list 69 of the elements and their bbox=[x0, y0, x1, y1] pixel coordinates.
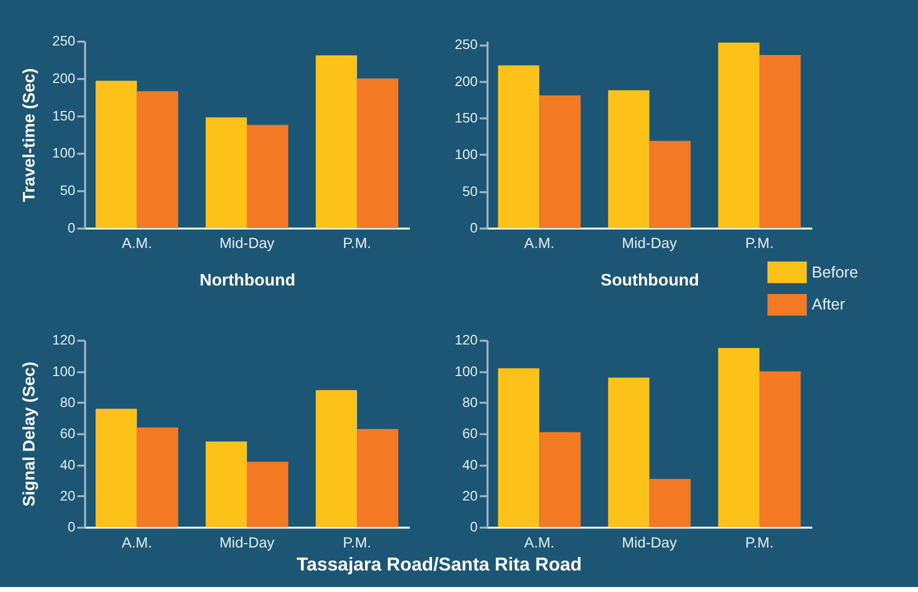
x-tick-label: P.M. bbox=[745, 236, 774, 252]
y-tick-label: 0 bbox=[68, 220, 76, 236]
x-tick-label: A.M. bbox=[524, 236, 554, 252]
bar bbox=[206, 117, 247, 228]
y-tick-label: 200 bbox=[52, 70, 76, 86]
bar bbox=[96, 408, 137, 528]
bar bbox=[718, 42, 760, 228]
bar bbox=[498, 368, 540, 528]
bar bbox=[246, 462, 288, 528]
bar bbox=[357, 78, 398, 228]
y-tick-label: 150 bbox=[454, 110, 478, 126]
y-tick-label: 120 bbox=[52, 332, 76, 348]
y-tick-label: 150 bbox=[52, 108, 76, 124]
y-tick-label: 80 bbox=[462, 394, 478, 410]
x-tick-label: P.M. bbox=[342, 236, 372, 252]
bar bbox=[357, 429, 398, 528]
y-tick-label: 200 bbox=[454, 74, 478, 89]
y-tick-label: 100 bbox=[52, 146, 76, 161]
y-tick-label: 0 bbox=[470, 520, 478, 535]
x-tick-label: A.M. bbox=[524, 535, 554, 552]
y-tick-label: 60 bbox=[462, 426, 478, 442]
bar bbox=[539, 432, 581, 528]
y-tick-label: 0 bbox=[470, 220, 478, 236]
x-tick-label: P.M. bbox=[342, 535, 372, 552]
y-tick-label: 100 bbox=[454, 364, 478, 379]
y-tick-label: 250 bbox=[52, 34, 76, 49]
x-axis-title: Northbound bbox=[200, 270, 296, 290]
y-tick-label: 100 bbox=[52, 364, 76, 379]
y-tick-label: 120 bbox=[454, 332, 478, 348]
bar bbox=[246, 124, 288, 228]
bar bbox=[539, 95, 581, 228]
x-axis-title: Southbound bbox=[600, 270, 700, 290]
y-tick-label: 0 bbox=[68, 520, 76, 535]
bar bbox=[718, 348, 760, 528]
y-tick-label: 60 bbox=[60, 426, 76, 442]
bar bbox=[206, 442, 247, 528]
y-tick-label: 40 bbox=[462, 457, 478, 472]
bar bbox=[316, 55, 358, 228]
bar bbox=[136, 427, 178, 528]
y-tick-label: 20 bbox=[462, 488, 478, 504]
y-axis-title: Signal Delay (Sec) bbox=[20, 362, 39, 507]
bar bbox=[759, 371, 801, 528]
y-axis-title: Travel-time (Sec) bbox=[20, 68, 39, 202]
x-tick-label: Mid-Day bbox=[220, 236, 276, 252]
x-tick-label: Mid-Day bbox=[220, 535, 276, 552]
y-tick-label: 20 bbox=[60, 488, 76, 504]
x-tick-label: A.M. bbox=[122, 535, 152, 552]
bar bbox=[316, 390, 358, 528]
x-tick-label: A.M. bbox=[122, 236, 152, 252]
text: Tassajara Road/Santa Rita Road bbox=[296, 553, 582, 574]
y-tick-label: 80 bbox=[60, 394, 76, 410]
y-tick-label: 50 bbox=[60, 183, 76, 198]
x-tick-label: P.M. bbox=[745, 535, 774, 552]
y-tick-label: 50 bbox=[462, 184, 478, 199]
legend-label: Before bbox=[812, 264, 858, 282]
bar bbox=[608, 90, 650, 228]
legend-label: After bbox=[812, 296, 845, 314]
y-tick-label: 100 bbox=[454, 147, 478, 162]
bar bbox=[498, 65, 540, 228]
bar bbox=[136, 91, 178, 228]
bar bbox=[608, 378, 650, 528]
x-tick-label: Mid-Day bbox=[622, 535, 678, 552]
y-tick-label: 250 bbox=[454, 37, 478, 52]
y-tick-label: 40 bbox=[60, 457, 76, 472]
bar bbox=[759, 55, 801, 228]
bar bbox=[649, 478, 691, 528]
bar bbox=[649, 140, 691, 228]
x-tick-label: Mid-Day bbox=[622, 236, 678, 252]
bar bbox=[96, 80, 137, 228]
